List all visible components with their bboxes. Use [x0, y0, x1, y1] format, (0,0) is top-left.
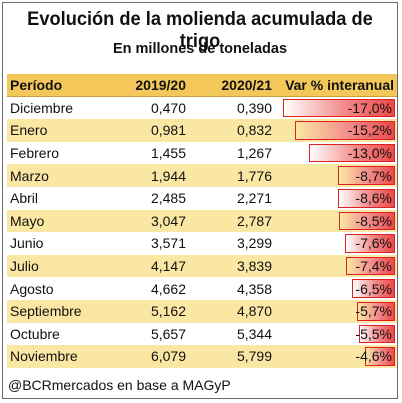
var-bar — [364, 347, 395, 366]
var-label: -8,7% — [355, 167, 392, 184]
var-label: -7,6% — [355, 235, 392, 252]
value-2019-20-cell: 0,981 — [103, 119, 189, 142]
table-row: Junio 3,571 3,299 -7,6% — [7, 232, 397, 255]
var-bar — [346, 256, 395, 276]
value-2019-20-cell: 0,470 — [103, 96, 189, 120]
var-cell: -5,5% — [275, 322, 397, 346]
var-cell: -6,5% — [275, 277, 397, 300]
var-label: -8,5% — [355, 212, 392, 229]
var-label: -15,2% — [347, 122, 392, 139]
var-bar — [337, 166, 395, 185]
period-cell: Agosto — [7, 277, 103, 300]
table-row: Mayo 3,047 2,787 -8,5% — [7, 209, 397, 233]
column-header-var: Var % interanual — [275, 74, 397, 98]
period-cell: Mayo — [7, 209, 103, 233]
table-row: Marzo 1,944 1,776 -8,7% — [7, 164, 397, 187]
table-body: Diciembre 0,470 0,390 -17,0% Enero 0,981 0,832… — [7, 96, 397, 368]
table-row: Octubre 5,657 5,344 -5,5% — [7, 322, 397, 346]
var-label: -8,6% — [355, 190, 392, 207]
value-2020-21-cell: 0,832 — [189, 119, 275, 142]
period-cell: Junio — [7, 232, 103, 255]
value-2019-20-cell: 5,162 — [103, 299, 189, 323]
value-2019-20-cell: 3,047 — [103, 209, 189, 233]
value-2020-21-cell: 0,390 — [189, 96, 275, 120]
var-label: -7,4% — [355, 258, 392, 275]
table-row: Noviembre 6,079 5,799 -4,6% — [7, 345, 397, 368]
period-cell: Abril — [7, 186, 103, 210]
table-row: Abril 2,485 2,271 -8,6% — [7, 186, 397, 210]
var-cell: -4,6% — [275, 345, 397, 368]
var-label: -4,6% — [355, 348, 392, 365]
table-row: Septiembre 5,162 4,870 -5,7% — [7, 299, 397, 323]
table-row: Diciembre 0,470 0,390 -17,0% — [7, 96, 397, 120]
value-2020-21-cell: 5,799 — [189, 345, 275, 368]
table-row: Julio 4,147 3,839 -7,4% — [7, 254, 397, 278]
var-label: -13,0% — [347, 145, 392, 162]
var-bar — [339, 211, 395, 231]
period-cell: Enero — [7, 119, 103, 142]
var-label: -17,0% — [347, 100, 392, 117]
var-cell: -8,5% — [275, 209, 397, 233]
column-header-2019-20: 2019/20 — [103, 74, 189, 98]
data-table: Período 2019/20 2020/21 Var % interanual… — [7, 74, 397, 368]
period-cell: Septiembre — [7, 299, 103, 323]
var-label: -5,7% — [355, 303, 392, 320]
var-cell: -8,6% — [275, 186, 397, 210]
table-row: Agosto 4,662 4,358 -6,5% — [7, 277, 397, 300]
column-header-2020-21: 2020/21 — [189, 74, 275, 98]
value-2019-20-cell: 1,944 — [103, 164, 189, 187]
var-bar — [358, 324, 395, 344]
var-cell: -7,4% — [275, 254, 397, 278]
var-bar — [294, 121, 395, 140]
value-2020-21-cell: 1,776 — [189, 164, 275, 187]
value-2019-20-cell: 1,455 — [103, 141, 189, 165]
var-bar — [344, 234, 395, 253]
var-bar — [352, 279, 395, 298]
value-2020-21-cell: 1,267 — [189, 141, 275, 165]
value-2019-20-cell: 4,147 — [103, 254, 189, 278]
var-bar — [309, 143, 395, 163]
period-cell: Noviembre — [7, 345, 103, 368]
var-cell: -8,7% — [275, 164, 397, 187]
value-2020-21-cell: 2,787 — [189, 209, 275, 233]
value-2019-20-cell: 2,485 — [103, 186, 189, 210]
value-2019-20-cell: 6,079 — [103, 345, 189, 368]
chart-title: Evolución de la molienda acumulada de tr… — [27, 9, 373, 52]
value-2020-21-cell: 4,358 — [189, 277, 275, 300]
table-row: Febrero 1,455 1,267 -13,0% — [7, 141, 397, 165]
period-cell: Diciembre — [7, 96, 103, 120]
var-bar — [338, 188, 395, 208]
value-2019-20-cell: 4,662 — [103, 277, 189, 300]
value-2020-21-cell: 5,344 — [189, 322, 275, 346]
chart-frame: Evolución de la molienda acumulada de tr… — [2, 2, 398, 399]
var-cell: -13,0% — [275, 141, 397, 165]
value-2019-20-cell: 5,657 — [103, 322, 189, 346]
period-cell: Febrero — [7, 141, 103, 165]
table-row: Enero 0,981 0,832 -15,2% — [7, 119, 397, 142]
period-cell: Julio — [7, 254, 103, 278]
var-cell: -5,7% — [275, 299, 397, 323]
var-bar — [357, 301, 395, 321]
var-cell: -7,6% — [275, 232, 397, 255]
value-2020-21-cell: 2,271 — [189, 186, 275, 210]
var-cell: -17,0% — [275, 96, 397, 120]
var-cell: -15,2% — [275, 119, 397, 142]
period-cell: Octubre — [7, 322, 103, 346]
source-footer: @BCRmercados en base a MAGyP — [8, 377, 231, 393]
value-2020-21-cell: 3,299 — [189, 232, 275, 255]
value-2020-21-cell: 4,870 — [189, 299, 275, 323]
var-label: -6,5% — [355, 280, 392, 297]
var-bar — [283, 99, 395, 118]
period-cell: Marzo — [7, 164, 103, 187]
value-2020-21-cell: 3,839 — [189, 254, 275, 278]
value-2019-20-cell: 3,571 — [103, 232, 189, 255]
chart-subtitle: En millones de toneladas — [112, 41, 288, 57]
header-row: Período 2019/20 2020/21 Var % interanual — [7, 74, 397, 98]
column-header-period: Período — [7, 74, 103, 98]
var-label: -5,5% — [355, 325, 392, 342]
